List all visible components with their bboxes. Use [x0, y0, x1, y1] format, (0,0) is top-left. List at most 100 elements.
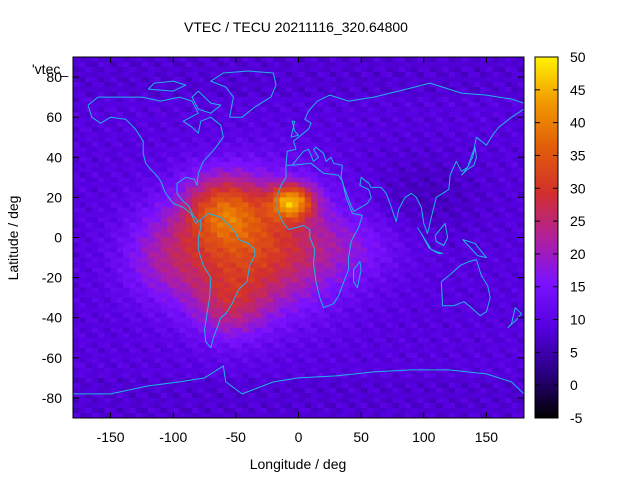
heatmap-cell: [492, 122, 500, 128]
heatmap-cell: [160, 397, 168, 404]
heatmap-cell: [373, 217, 381, 223]
heatmap-cell: [517, 197, 525, 203]
heatmap-cell: [398, 192, 406, 198]
heatmap-cell: [129, 397, 137, 404]
heatmap-cell: [185, 217, 193, 223]
heatmap-cell: [85, 227, 93, 233]
heatmap-cell: [467, 322, 475, 329]
heatmap-cell: [254, 357, 262, 364]
heatmap-cell: [486, 362, 494, 369]
heatmap-cell: [285, 227, 293, 233]
heatmap-cell: [248, 72, 256, 78]
heatmap-cell: [210, 232, 218, 238]
heatmap-cell: [160, 127, 168, 133]
heatmap-cell: [492, 187, 500, 193]
heatmap-cell: [248, 352, 256, 359]
heatmap-cell: [229, 347, 237, 354]
heatmap-cell: [192, 342, 199, 349]
heatmap-cell: [473, 137, 481, 143]
heatmap-cell: [317, 162, 324, 168]
heatmap-cell: [311, 162, 318, 168]
heatmap-cell: [210, 247, 218, 253]
heatmap-cell: [292, 187, 299, 193]
heatmap-cell: [329, 217, 337, 223]
heatmap-cell: [292, 132, 299, 138]
heatmap-cell: [85, 332, 93, 339]
heatmap-cell: [179, 222, 187, 228]
heatmap-cell: [455, 217, 462, 223]
heatmap-cell: [486, 197, 494, 203]
heatmap-cell: [210, 72, 218, 78]
heatmap-cell: [448, 92, 456, 98]
heatmap-cell: [185, 247, 193, 253]
heatmap-cell: [517, 202, 525, 208]
heatmap-cell: [104, 237, 111, 243]
heatmap-cell: [298, 257, 306, 263]
heatmap-cell: [354, 242, 362, 248]
heatmap-cell: [123, 277, 130, 284]
heatmap-cell: [423, 282, 431, 289]
heatmap-cell: [104, 372, 111, 379]
heatmap-cell: [110, 302, 118, 309]
heatmap-cell: [141, 327, 149, 334]
heatmap-cell: [367, 147, 375, 153]
heatmap-cell: [273, 217, 281, 223]
heatmap-cell: [361, 162, 368, 168]
heatmap-cell: [361, 207, 368, 213]
heatmap-cell: [79, 292, 86, 299]
heatmap-cell: [279, 217, 287, 223]
heatmap-cell: [511, 272, 519, 279]
heatmap-cell: [210, 102, 218, 108]
heatmap-cell: [323, 72, 331, 78]
heatmap-cell: [461, 272, 469, 279]
heatmap-cell: [329, 177, 337, 183]
heatmap-cell: [285, 377, 293, 384]
heatmap-cell: [398, 387, 406, 394]
heatmap-cell: [467, 262, 475, 268]
heatmap-cell: [210, 92, 218, 98]
heatmap-cell: [461, 257, 469, 263]
heatmap-cell: [430, 167, 437, 173]
heatmap-cell: [217, 352, 224, 359]
heatmap-cell: [342, 147, 350, 153]
heatmap-cell: [285, 102, 293, 108]
heatmap-cell: [173, 337, 180, 344]
heatmap-cell: [373, 342, 381, 349]
heatmap-cell: [235, 292, 243, 299]
heatmap-cell: [379, 87, 387, 93]
heatmap-cell: [273, 67, 281, 73]
heatmap-cell: [242, 367, 249, 374]
heatmap-cell: [217, 317, 224, 324]
heatmap-cell: [123, 152, 130, 158]
heatmap-cell: [141, 367, 149, 374]
heatmap-cell: [411, 282, 418, 289]
heatmap-cell: [166, 357, 174, 364]
heatmap-cell: [492, 82, 500, 88]
heatmap-cell: [367, 212, 375, 218]
heatmap-cell: [179, 112, 187, 118]
heatmap-cell: [98, 107, 105, 113]
heatmap-cell: [154, 242, 162, 248]
heatmap-cell: [373, 137, 381, 143]
heatmap-cell: [279, 297, 287, 304]
heatmap-cell: [267, 247, 274, 253]
heatmap-cell: [423, 142, 431, 148]
heatmap-cell: [455, 322, 462, 329]
heatmap-cell: [336, 67, 343, 73]
heatmap-cell: [455, 62, 462, 68]
heatmap-cell: [204, 82, 212, 88]
heatmap-cell: [210, 177, 218, 183]
heatmap-cell: [192, 167, 199, 173]
heatmap-cell: [311, 202, 318, 208]
heatmap-cell: [235, 157, 243, 163]
heatmap-cell: [473, 287, 481, 294]
heatmap-cell: [311, 197, 318, 203]
heatmap-cell: [442, 317, 450, 324]
heatmap-cell: [323, 277, 331, 284]
heatmap-cell: [379, 292, 387, 299]
heatmap-cell: [123, 207, 130, 213]
heatmap-cell: [98, 222, 105, 228]
heatmap-cell: [329, 387, 337, 394]
heatmap-cell: [260, 62, 268, 68]
heatmap-cell: [98, 362, 105, 369]
